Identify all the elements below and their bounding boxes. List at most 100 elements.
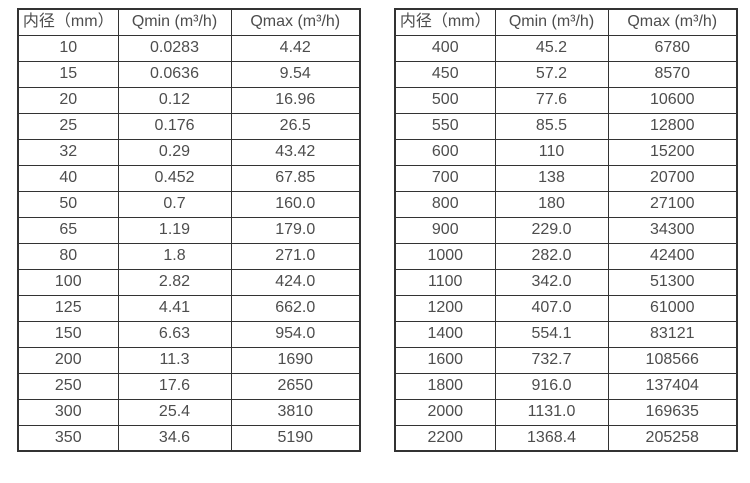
table-cell: 1100 — [394, 268, 496, 296]
table-cell: 1690 — [230, 346, 361, 374]
table-cell: 0.0636 — [117, 60, 232, 88]
table-cell: 282.0 — [494, 242, 609, 270]
table-cell: 954.0 — [230, 320, 361, 348]
table-cell: 20 — [17, 86, 119, 114]
table-cell: 3810 — [230, 398, 361, 426]
table-cell: 0.176 — [117, 112, 232, 140]
table-cell: 1000 — [394, 242, 496, 270]
table-cell: 32 — [17, 138, 119, 166]
table-row: 500 77.6 10600 — [394, 86, 738, 114]
table-row: 1600 732.7 108566 — [394, 346, 738, 374]
table-cell: 6780 — [607, 34, 738, 62]
table-cell: 6.63 — [117, 320, 232, 348]
table-row: 10 0.0283 4.42 — [17, 34, 361, 62]
table-cell: 180 — [494, 190, 609, 218]
table-row: 200 11.3 1690 — [17, 346, 361, 374]
table-cell: 424.0 — [230, 268, 361, 296]
table-cell: 179.0 — [230, 216, 361, 244]
table-row: 2200 1368.4 205258 — [394, 424, 738, 452]
table-cell: 1.8 — [117, 242, 232, 270]
table-cell: 407.0 — [494, 294, 609, 322]
table-cell: 42400 — [607, 242, 738, 270]
table-cell: 110 — [494, 138, 609, 166]
table-cell: 550 — [394, 112, 496, 140]
table-cell: 2650 — [230, 372, 361, 400]
table-row: 100 2.82 424.0 — [17, 268, 361, 296]
table-cell: 26.5 — [230, 112, 361, 140]
table-cell: 1400 — [394, 320, 496, 348]
table-cell: 27100 — [607, 190, 738, 218]
table-cell: 0.12 — [117, 86, 232, 114]
table-cell: 15200 — [607, 138, 738, 166]
column-header: Qmin (m³/h) — [117, 8, 232, 36]
table-cell: 271.0 — [230, 242, 361, 270]
table-cell: 85.5 — [494, 112, 609, 140]
table-cell: 160.0 — [230, 190, 361, 218]
table-cell: 137404 — [607, 372, 738, 400]
table-cell: 8570 — [607, 60, 738, 88]
table-cell: 342.0 — [494, 268, 609, 296]
table-cell: 51300 — [607, 268, 738, 296]
table-cell: 77.6 — [494, 86, 609, 114]
table-row: 600 110 15200 — [394, 138, 738, 166]
header-row: 内径（mm） Qmin (m³/h) Qmax (m³/h) — [17, 8, 361, 36]
table-row: 1400 554.1 83121 — [394, 320, 738, 348]
table-cell: 2000 — [394, 398, 496, 426]
table-cell: 25 — [17, 112, 119, 140]
table-cell: 5190 — [230, 424, 361, 452]
table-cell: 4.42 — [230, 34, 361, 62]
table-cell: 300 — [17, 398, 119, 426]
table-cell: 1368.4 — [494, 424, 609, 452]
column-header: 内径（mm） — [394, 8, 496, 36]
column-header: Qmax (m³/h) — [230, 8, 361, 36]
table-cell: 732.7 — [494, 346, 609, 374]
table-cell: 50 — [17, 190, 119, 218]
table-row: 65 1.19 179.0 — [17, 216, 361, 244]
table-row: 350 34.6 5190 — [17, 424, 361, 452]
table-cell: 205258 — [607, 424, 738, 452]
table-cell: 43.42 — [230, 138, 361, 166]
table-row: 25 0.176 26.5 — [17, 112, 361, 140]
column-header: Qmin (m³/h) — [494, 8, 609, 36]
flow-spec-tables-container: 内径（mm） Qmin (m³/h) Qmax (m³/h) 10 0.0283 4.42… — [17, 8, 738, 452]
table-cell: 40 — [17, 164, 119, 192]
table-row: 50 0.7 160.0 — [17, 190, 361, 218]
table-cell: 700 — [394, 164, 496, 192]
table-cell: 1200 — [394, 294, 496, 322]
table-cell: 11.3 — [117, 346, 232, 374]
flow-spec-table-large-diameters: 内径（mm） Qmin (m³/h) Qmax (m³/h) 400 45.2 6780 4… — [394, 8, 738, 452]
header-row: 内径（mm） Qmin (m³/h) Qmax (m³/h) — [394, 8, 738, 36]
table-row: 800 180 27100 — [394, 190, 738, 218]
table-cell: 0.7 — [117, 190, 232, 218]
table-row: 300 25.4 3810 — [17, 398, 361, 426]
table-cell: 4.41 — [117, 294, 232, 322]
table-row: 40 0.452 67.85 — [17, 164, 361, 192]
table-cell: 20700 — [607, 164, 738, 192]
table-cell: 450 — [394, 60, 496, 88]
table-cell: 2.82 — [117, 268, 232, 296]
table-cell: 45.2 — [494, 34, 609, 62]
table-row: 20 0.12 16.96 — [17, 86, 361, 114]
table-cell: 80 — [17, 242, 119, 270]
table-cell: 10600 — [607, 86, 738, 114]
flow-spec-table-small-diameters: 内径（mm） Qmin (m³/h) Qmax (m³/h) 10 0.0283 4.42… — [17, 8, 361, 452]
table-cell: 83121 — [607, 320, 738, 348]
column-header: Qmax (m³/h) — [607, 8, 738, 36]
table-cell: 229.0 — [494, 216, 609, 244]
table-cell: 0.0283 — [117, 34, 232, 62]
table-cell: 0.29 — [117, 138, 232, 166]
table-cell: 900 — [394, 216, 496, 244]
table-row: 2000 1131.0 169635 — [394, 398, 738, 426]
table-cell: 1131.0 — [494, 398, 609, 426]
table-row: 1000 282.0 42400 — [394, 242, 738, 270]
table-cell: 400 — [394, 34, 496, 62]
table-cell: 1.19 — [117, 216, 232, 244]
table-row: 1100 342.0 51300 — [394, 268, 738, 296]
table-cell: 25.4 — [117, 398, 232, 426]
table-row: 550 85.5 12800 — [394, 112, 738, 140]
table-cell: 15 — [17, 60, 119, 88]
table-cell: 2200 — [394, 424, 496, 452]
table-row: 450 57.2 8570 — [394, 60, 738, 88]
table-row: 32 0.29 43.42 — [17, 138, 361, 166]
table-row: 15 0.0636 9.54 — [17, 60, 361, 88]
